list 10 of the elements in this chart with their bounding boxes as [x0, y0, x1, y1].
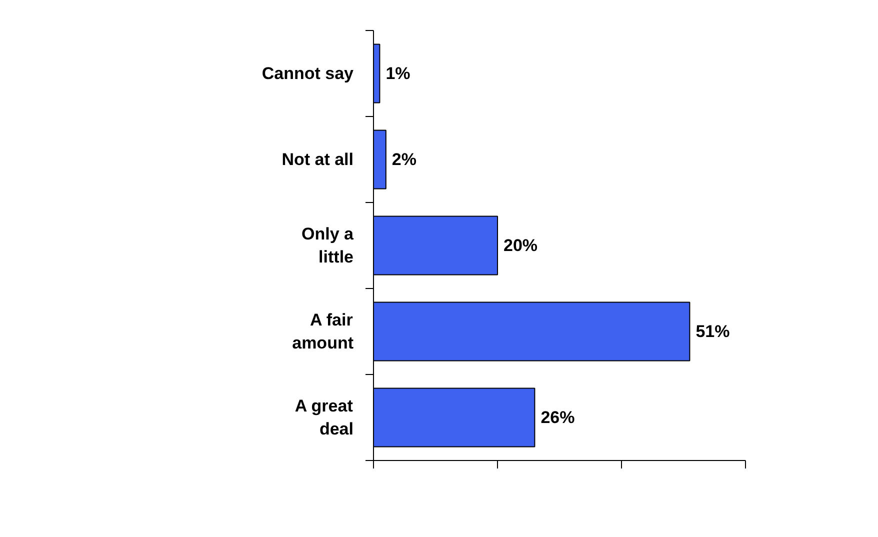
data-label: 51% — [696, 322, 730, 341]
y-tick-label: Cannot say — [262, 64, 354, 83]
data-label: 2% — [392, 150, 416, 169]
y-tick-label: A fair amount — [292, 310, 354, 352]
data-label: 26% — [540, 408, 575, 427]
y-tick-label: Not at all — [282, 150, 354, 169]
y-tick-label: Only a little — [302, 224, 354, 266]
data-label: 20% — [504, 236, 538, 255]
data-label: 1% — [386, 64, 410, 83]
y-tick-label: A great deal — [294, 396, 354, 438]
